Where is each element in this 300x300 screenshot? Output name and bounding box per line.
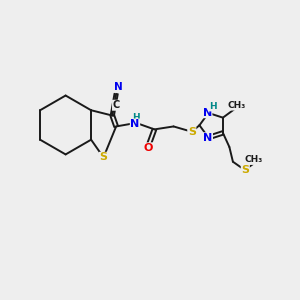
Text: C: C [112,100,120,110]
Text: CH₃: CH₃ [227,101,245,110]
Text: CH₃: CH₃ [244,155,263,164]
Text: H: H [132,113,140,122]
Text: N: N [130,119,140,129]
Text: O: O [143,143,153,153]
Text: N: N [113,82,122,92]
Text: N: N [202,108,212,118]
Text: S: S [188,127,196,137]
Text: S: S [100,152,107,162]
Text: N: N [203,133,212,143]
Text: H: H [209,102,217,111]
Text: S: S [241,165,249,175]
